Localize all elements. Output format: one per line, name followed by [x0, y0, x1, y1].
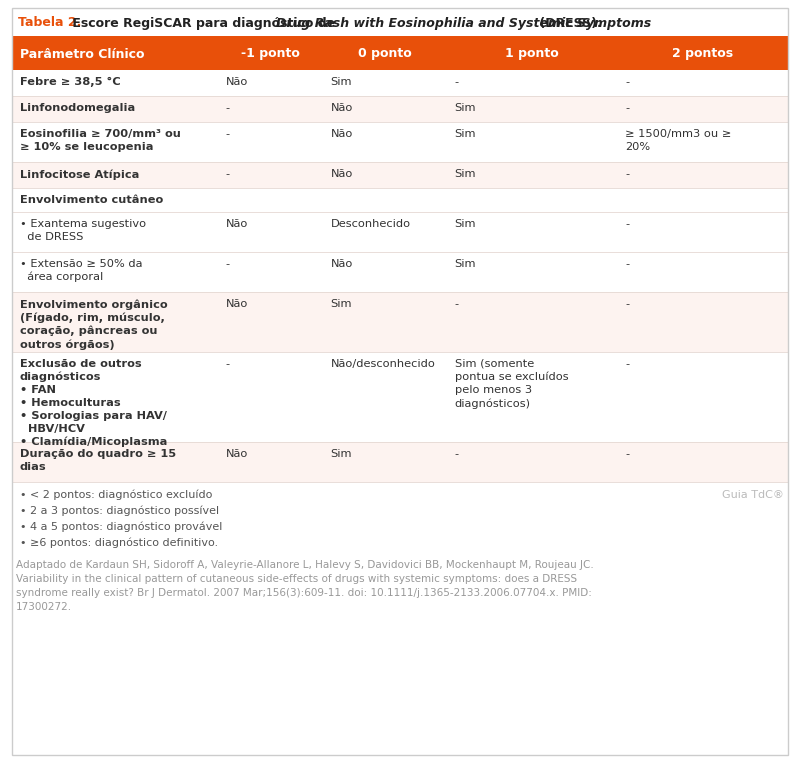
Text: -: - — [626, 169, 630, 179]
Text: Não: Não — [226, 299, 248, 309]
Text: -: - — [626, 219, 630, 229]
Text: Não: Não — [330, 129, 353, 139]
Text: Envolvimento cutâneo: Envolvimento cutâneo — [20, 195, 163, 205]
Text: Não: Não — [330, 169, 353, 179]
Text: Sim: Sim — [330, 77, 352, 87]
Text: 2 pontos: 2 pontos — [672, 47, 734, 60]
Text: ≥ 1500/mm3 ou ≥
20%: ≥ 1500/mm3 ou ≥ 20% — [626, 129, 731, 152]
Text: Guia TdC®: Guia TdC® — [722, 490, 784, 500]
Text: Linfocitose Atípica: Linfocitose Atípica — [20, 169, 139, 179]
Text: Sim: Sim — [454, 169, 476, 179]
Text: -: - — [626, 103, 630, 113]
Text: -: - — [454, 299, 458, 309]
Bar — [12, 212, 788, 252]
Text: -: - — [226, 259, 230, 269]
Text: Não: Não — [226, 449, 248, 459]
Text: Tabela 2.: Tabela 2. — [18, 17, 82, 30]
Text: Sim (somente
pontua se excluídos
pelo menos 3
diagnósticos): Sim (somente pontua se excluídos pelo me… — [454, 359, 568, 409]
Text: -: - — [226, 103, 230, 113]
Text: Febre ≥ 38,5 °C: Febre ≥ 38,5 °C — [20, 77, 121, 87]
Text: Sim: Sim — [330, 299, 352, 309]
Bar — [12, 188, 788, 212]
Text: Linfonodomegalia: Linfonodomegalia — [20, 103, 135, 113]
Text: Não/desconhecido: Não/desconhecido — [330, 359, 435, 369]
Text: -: - — [454, 77, 458, 87]
Text: Escore RegiSCAR para diagnóstico de: Escore RegiSCAR para diagnóstico de — [69, 17, 340, 30]
Text: Adaptado de Kardaun SH, Sidoroff A, Valeyrie-Allanore L, Halevy S, Davidovici BB: Adaptado de Kardaun SH, Sidoroff A, Vale… — [16, 560, 594, 612]
Text: Parâmetro Clínico: Parâmetro Clínico — [20, 47, 145, 60]
Bar — [12, 38, 788, 70]
Text: -: - — [626, 299, 630, 309]
Text: -: - — [226, 359, 230, 369]
Bar — [12, 442, 788, 482]
Text: • 4 a 5 pontos: diagnóstico provável: • 4 a 5 pontos: diagnóstico provável — [20, 522, 222, 533]
Text: -: - — [454, 449, 458, 459]
Text: Sim: Sim — [454, 219, 476, 229]
Text: Exclusão de outros
diagnósticos
• FAN
• Hemoculturas
• Sorologias para HAV/
  HB: Exclusão de outros diagnósticos • FAN • … — [20, 359, 167, 447]
Text: Sim: Sim — [454, 103, 476, 113]
Text: 1 ponto: 1 ponto — [505, 47, 558, 60]
Bar — [12, 162, 788, 188]
Bar — [12, 292, 788, 352]
Text: -: - — [626, 449, 630, 459]
Text: (DRESS).: (DRESS). — [535, 17, 602, 30]
Bar — [12, 122, 788, 162]
Text: Envolvimento orgânico
(Fígado, rim, músculo,
coração, pâncreas ou
outros órgãos): Envolvimento orgânico (Fígado, rim, músc… — [20, 299, 168, 350]
Text: -1 ponto: -1 ponto — [241, 47, 299, 60]
Text: Não: Não — [226, 219, 248, 229]
Text: -: - — [626, 77, 630, 87]
Text: Sim: Sim — [454, 259, 476, 269]
Text: -: - — [626, 259, 630, 269]
Text: • ≥6 pontos: diagnóstico definitivo.: • ≥6 pontos: diagnóstico definitivo. — [20, 538, 218, 549]
Text: • Exantema sugestivo
  de DRESS: • Exantema sugestivo de DRESS — [20, 219, 146, 242]
Text: Duração do quadro ≥ 15
dias: Duração do quadro ≥ 15 dias — [20, 449, 176, 472]
Text: -: - — [226, 169, 230, 179]
Text: Eosinofilia ≥ 700/mm³ ou
≥ 10% se leucopenia: Eosinofilia ≥ 700/mm³ ou ≥ 10% se leucop… — [20, 129, 181, 152]
Bar — [12, 352, 788, 442]
Text: Desconhecido: Desconhecido — [330, 219, 410, 229]
Text: Não: Não — [330, 259, 353, 269]
Text: • < 2 pontos: diagnóstico excluído: • < 2 pontos: diagnóstico excluído — [20, 490, 212, 501]
Text: Não: Não — [226, 77, 248, 87]
Text: • Extensão ≥ 50% da
  área corporal: • Extensão ≥ 50% da área corporal — [20, 259, 142, 282]
Bar — [12, 36, 788, 38]
Text: Sim: Sim — [330, 449, 352, 459]
Text: • 2 a 3 pontos: diagnóstico possível: • 2 a 3 pontos: diagnóstico possível — [20, 506, 219, 517]
Text: -: - — [226, 129, 230, 139]
Bar — [12, 252, 788, 292]
Text: Não: Não — [330, 103, 353, 113]
Bar — [12, 70, 788, 96]
Text: Sim: Sim — [454, 129, 476, 139]
Text: Drug Rash with Eosinophilia and Systemic Symptoms: Drug Rash with Eosinophilia and Systemic… — [275, 17, 651, 30]
Bar — [12, 8, 788, 38]
Bar — [12, 96, 788, 122]
Text: -: - — [626, 359, 630, 369]
Text: 0 ponto: 0 ponto — [358, 47, 411, 60]
